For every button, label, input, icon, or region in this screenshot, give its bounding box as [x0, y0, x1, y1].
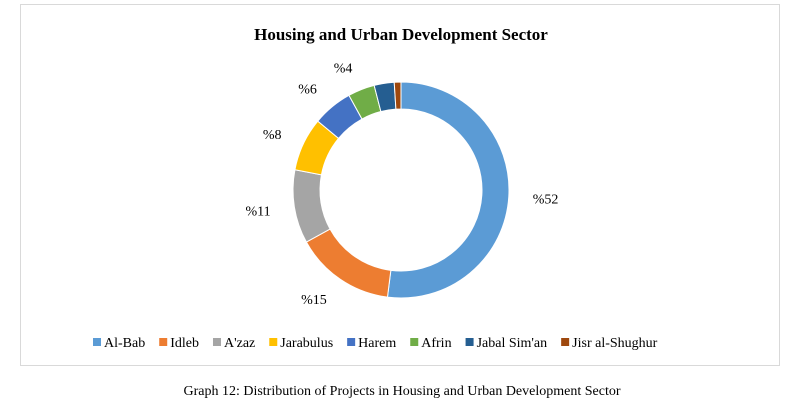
legend-swatch-harem	[347, 338, 356, 346]
legend-swatch-afrin	[410, 338, 419, 346]
data-label-afrin: %4	[334, 61, 353, 76]
slice-idleb	[305, 228, 392, 298]
legend-item-a-zaz: A'zaz	[212, 336, 255, 351]
legend-swatch-jarabulus	[269, 338, 278, 346]
legend-label-al-bab: Al-Bab	[104, 336, 145, 351]
chart-legend: Al-Bab Idleb A'zaz Jarabulus Harem Afrin Jabal…	[93, 336, 658, 351]
legend-label-harem: Harem	[358, 336, 396, 351]
data-label-jarabulus: %8	[263, 128, 282, 143]
legend-label-afrin: Afrin	[421, 336, 451, 351]
legend-item-afrin: Afrin	[410, 336, 452, 351]
legend-item-harem: Harem	[347, 336, 396, 351]
legend-swatch-al-bab	[93, 338, 101, 346]
data-label-harem: %6	[298, 82, 317, 97]
legend-swatch-jabal-sim-an	[465, 338, 474, 346]
legend-item-idleb: Idleb	[159, 336, 199, 351]
legend-item-jarabulus: Jarabulus	[269, 336, 333, 351]
legend-swatch-jisr-al-shughur	[561, 338, 570, 346]
legend-swatch-a-zaz	[212, 338, 221, 346]
legend-swatch-idleb	[159, 338, 168, 346]
chart-frame: Housing and Urban Development Sector %52…	[20, 4, 780, 366]
legend-item-jisr-al-shughur: Jisr al-Shughur	[561, 336, 658, 351]
legend-item-al-bab: Al-Bab	[93, 336, 145, 351]
legend-label-jarabulus: Jarabulus	[280, 336, 333, 351]
data-label-al-bab: %52	[533, 192, 559, 207]
figure-caption: Graph 12: Distribution of Projects in Ho…	[183, 384, 621, 399]
legend-label-idleb: Idleb	[170, 336, 199, 351]
slice-al-bab	[386, 81, 510, 299]
chart-svg: Housing and Urban Development Sector %52…	[93, 25, 658, 351]
legend-item-jabal-sim-an: Jabal Sim'an	[465, 336, 548, 351]
legend-label-jisr-al-shughur: Jisr al-Shughur	[572, 336, 658, 351]
data-labels: %52 %15 %11 %8 %6 %4	[245, 61, 558, 308]
legend-label-a-zaz: A'zaz	[224, 336, 255, 351]
donut-slices	[292, 81, 510, 299]
legend-label-jabal-sim-an: Jabal Sim'an	[477, 336, 548, 351]
data-label-idleb: %15	[301, 293, 327, 308]
chart-title: Housing and Urban Development Sector	[254, 25, 548, 44]
slice-a-zaz	[292, 169, 331, 243]
slice-jisr-al-shughur	[393, 81, 402, 110]
data-label-a-zaz: %11	[245, 205, 270, 220]
